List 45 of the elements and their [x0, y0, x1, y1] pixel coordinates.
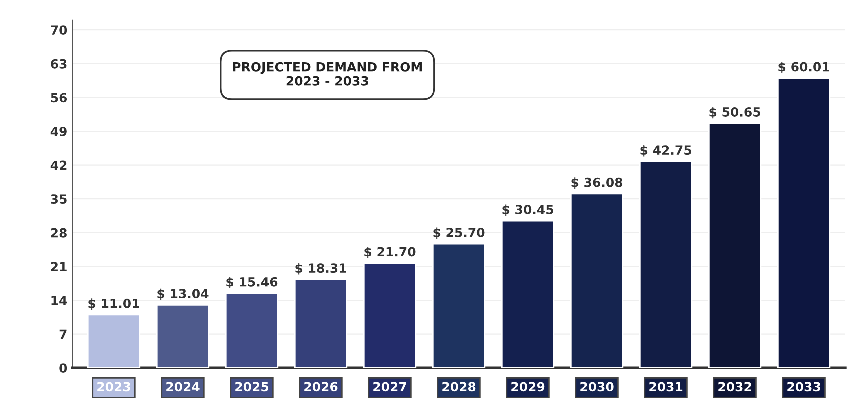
- data-label: $ 18.31: [296, 263, 346, 275]
- y-tick-label: 14: [52, 296, 68, 306]
- bar: [777, 78, 831, 368]
- y-tick-label: 42: [50, 160, 67, 170]
- annotation: PROJECTED DEMAND FROM 2023 - 2033: [233, 62, 422, 86]
- x-tick-label: 2026: [304, 382, 338, 392]
- x-tick-label: 2030: [580, 382, 614, 392]
- x-tick-label: 2031: [650, 382, 683, 392]
- x-tick-label: 2023: [98, 382, 130, 392]
- x-tick-label: 2024: [166, 382, 200, 392]
- data-label: $ 42.75: [640, 145, 692, 157]
- data-label: $ 60.01: [778, 62, 830, 74]
- y-tick-label: 28: [51, 228, 67, 238]
- data-label: $ 30.45: [502, 204, 554, 216]
- y-tick-label: 70: [51, 26, 68, 36]
- y-tick-label: 63: [51, 59, 67, 69]
- data-label: $ 11.01: [88, 298, 140, 310]
- x-tick-label: 2025: [236, 382, 269, 392]
- x-tick-label: 2033: [788, 382, 820, 392]
- bar: [639, 160, 693, 368]
- y-tick-label: 56: [51, 93, 68, 103]
- data-label: $ 13.04: [158, 288, 209, 300]
- bar: [501, 220, 555, 368]
- bar: [87, 314, 141, 368]
- bar: [363, 262, 417, 368]
- y-tick-label: 35: [51, 194, 67, 204]
- x-tick-label: 2027: [374, 382, 406, 392]
- y-tick-label: 0: [60, 364, 68, 374]
- bar: [432, 243, 486, 368]
- data-label: $ 25.70: [434, 228, 485, 240]
- bar: [708, 122, 762, 368]
- bar: [156, 304, 210, 368]
- bar: [225, 292, 279, 368]
- y-tick-label: 7: [60, 330, 67, 340]
- y-tick-label: 21: [51, 262, 67, 272]
- data-label: $ 50.65: [710, 107, 760, 119]
- data-label: $ 36.08: [572, 178, 623, 189]
- data-label: $ 15.46: [226, 277, 278, 289]
- bar: [294, 278, 348, 368]
- x-tick-label: 2029: [512, 382, 545, 392]
- bar: [570, 193, 624, 368]
- x-tick-label: 2028: [442, 382, 476, 392]
- data-label: $ 21.70: [364, 247, 416, 258]
- x-tick-label: 2032: [718, 382, 752, 392]
- y-tick-label: 49: [50, 126, 67, 136]
